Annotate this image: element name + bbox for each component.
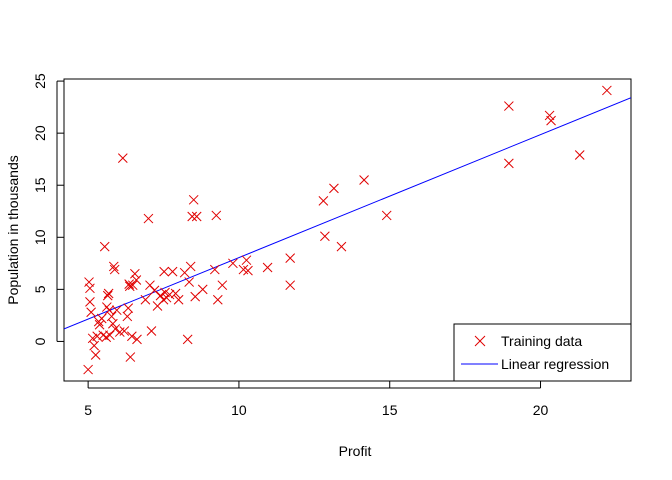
data-point (111, 305, 122, 316)
data-point (103, 288, 114, 299)
data-point (187, 211, 198, 222)
data-point (123, 303, 134, 313)
data-point (320, 231, 330, 242)
data-point (318, 195, 329, 206)
x-axis-label: Profit (339, 443, 372, 459)
data-point (262, 262, 273, 273)
data-point (241, 255, 252, 266)
data-point (86, 307, 96, 318)
legend-box (453, 323, 632, 382)
data-point (574, 150, 585, 160)
data-point (173, 294, 184, 305)
data-point (84, 277, 94, 287)
data-point (89, 340, 100, 351)
data-point (108, 318, 118, 329)
data-point (131, 275, 142, 285)
x-tick-label: 20 (533, 402, 549, 418)
data-point (211, 210, 222, 221)
data-point (110, 324, 121, 334)
data-point (167, 266, 178, 277)
legend-label-regression: Linear regression (501, 356, 609, 372)
data-point (329, 183, 339, 194)
data-point (197, 284, 208, 295)
data-point (504, 101, 514, 111)
data-point (125, 352, 136, 362)
data-point (117, 153, 128, 163)
y-tick-label: 15 (32, 177, 48, 193)
data-point (209, 264, 220, 275)
data-point (104, 330, 115, 341)
y-axis-label: Population in thousands (5, 155, 21, 304)
data-point (127, 331, 137, 342)
data-point (359, 175, 369, 185)
data-point (285, 280, 296, 291)
y-tick-label: 0 (32, 337, 48, 345)
data-point (544, 110, 555, 121)
data-point (104, 305, 115, 316)
data-point (127, 280, 138, 291)
x-tick-label: 5 (84, 402, 92, 418)
data-point (188, 194, 199, 205)
legend-label-training: Training data (501, 333, 582, 349)
data-point (146, 326, 157, 336)
x-axis: 5 10 15 20 (84, 381, 549, 418)
data-point (184, 277, 195, 287)
data-point (122, 311, 133, 322)
data-point (85, 283, 95, 294)
data-point (96, 313, 107, 324)
y-tick-label: 10 (32, 229, 48, 245)
data-point (99, 241, 110, 252)
data-point (143, 213, 154, 224)
data-point (124, 279, 134, 290)
data-point (119, 326, 130, 336)
plot-frame (63, 78, 632, 382)
data-point (149, 285, 160, 296)
data-point (170, 288, 181, 299)
data-point (101, 302, 112, 312)
legend: Training data Linear regression (453, 323, 632, 382)
data-point (504, 158, 514, 169)
data-point (217, 280, 228, 291)
data-point (92, 331, 103, 342)
plot-area (64, 85, 631, 375)
data-point (228, 258, 238, 269)
data-point (164, 289, 175, 300)
x-tick-label: 10 (231, 402, 247, 418)
data-point (182, 334, 193, 345)
data-point (185, 261, 196, 272)
data-point (191, 211, 202, 222)
data-point (381, 210, 392, 221)
data-point (546, 115, 556, 126)
data-point (602, 85, 612, 96)
data-point (212, 294, 223, 305)
regression-line (64, 97, 631, 330)
data-point (243, 265, 253, 276)
data-point (155, 290, 166, 301)
legend-marker-training (474, 335, 486, 347)
data-point (132, 334, 142, 345)
y-tick-label: 5 (32, 285, 48, 293)
data-point (140, 294, 151, 305)
y-axis: 0 5 10 15 20 25 (32, 73, 64, 345)
data-point (83, 364, 93, 375)
x-tick-label: 15 (382, 402, 398, 418)
data-point (109, 264, 120, 275)
data-point (90, 350, 101, 360)
data-point (130, 268, 140, 279)
data-point (85, 297, 95, 307)
data-point (285, 253, 296, 263)
data-point (108, 261, 119, 272)
y-tick-label: 25 (32, 73, 48, 89)
data-point (94, 319, 105, 330)
y-tick-label: 20 (32, 125, 48, 141)
data-point (336, 241, 347, 252)
data-point (102, 290, 113, 301)
data-point (159, 266, 169, 277)
